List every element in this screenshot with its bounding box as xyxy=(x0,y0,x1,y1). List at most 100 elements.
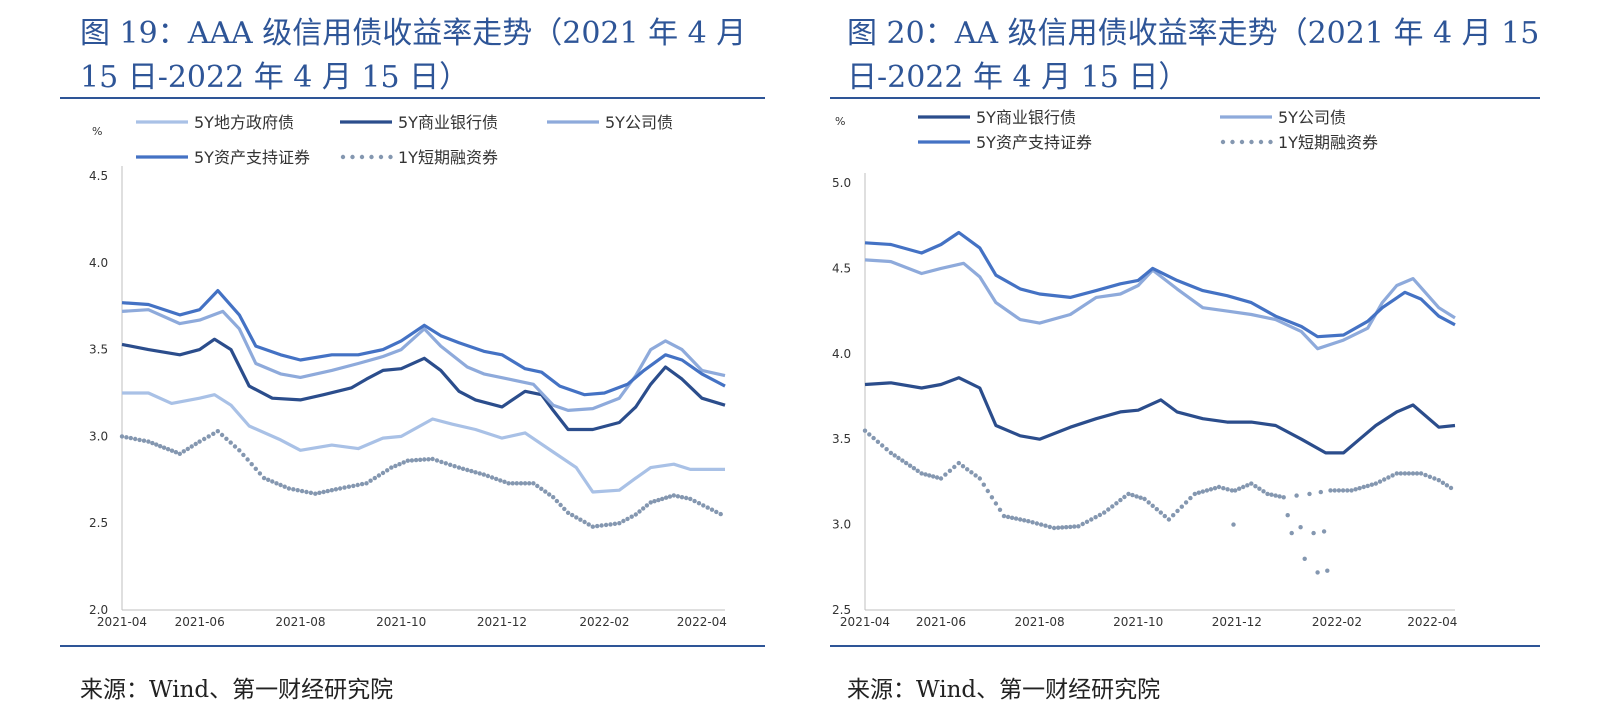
data-point xyxy=(498,478,503,483)
data-point xyxy=(1072,524,1077,529)
y-tick-label: 3.0 xyxy=(832,518,851,532)
data-point xyxy=(1118,497,1123,503)
data-point xyxy=(1134,494,1139,499)
data-point xyxy=(197,439,202,444)
data-point xyxy=(667,494,673,499)
data-point xyxy=(177,451,182,456)
data-point xyxy=(709,507,715,512)
data-point xyxy=(989,495,995,500)
data-point xyxy=(1298,525,1303,530)
data-point xyxy=(1196,490,1201,495)
data-point xyxy=(1398,471,1403,476)
data-point xyxy=(299,488,305,494)
data-point xyxy=(915,468,920,473)
data-point xyxy=(1076,524,1081,529)
data-point xyxy=(393,463,398,469)
data-point xyxy=(1269,492,1274,497)
data-point xyxy=(154,442,159,447)
data-point xyxy=(1047,524,1052,530)
data-point xyxy=(1208,487,1214,492)
data-point xyxy=(539,486,544,491)
y-tick-label: 3.5 xyxy=(832,432,851,446)
data-point xyxy=(380,470,386,476)
chart-aa: % 2.5 3.0 3.5 4.0 4.5 5.0 2021-04 2021-06 2021-08… xyxy=(832,108,1457,629)
title-rule xyxy=(830,97,1540,99)
data-point xyxy=(612,521,618,526)
data-point xyxy=(965,467,970,472)
data-point xyxy=(278,482,283,488)
data-point xyxy=(1162,513,1167,519)
data-point xyxy=(1369,482,1374,487)
data-point xyxy=(1171,513,1176,518)
source-rule xyxy=(60,645,765,647)
data-point xyxy=(1390,473,1395,478)
data-point xyxy=(124,435,129,440)
series-bank xyxy=(121,337,726,432)
data-point xyxy=(1022,518,1027,523)
data-point xyxy=(510,481,515,486)
source-note: 来源：Wind、第一财经研究院 xyxy=(80,677,394,703)
data-point xyxy=(228,440,233,445)
legend-swatch xyxy=(1230,139,1235,145)
data-point xyxy=(911,466,917,471)
data-point xyxy=(1200,489,1205,494)
data-point xyxy=(1068,524,1073,530)
figure-title: 图 19：AAA 级信用债收益率走势（2021 年 4 月 15 日-2022 … xyxy=(80,16,747,95)
series-line xyxy=(864,376,1456,455)
data-point xyxy=(1245,483,1250,488)
legend-swatch xyxy=(1268,139,1273,145)
data-point xyxy=(1192,491,1197,497)
legend-label: 5Y公司债 xyxy=(605,113,673,132)
data-point xyxy=(325,488,330,494)
data-point xyxy=(904,460,909,466)
x-tick-label: 2022-02 xyxy=(1312,615,1362,629)
data-point xyxy=(1427,474,1433,479)
x-tick-label: 2021-12 xyxy=(477,615,527,629)
data-point xyxy=(637,509,642,514)
data-point xyxy=(165,447,171,452)
data-point xyxy=(1154,507,1159,512)
data-point xyxy=(456,465,462,470)
data-point xyxy=(907,463,913,468)
data-point xyxy=(333,487,339,492)
data-point xyxy=(871,435,876,441)
series-line xyxy=(864,230,1456,339)
data-point xyxy=(578,517,583,522)
data-point xyxy=(977,476,982,481)
data-point xyxy=(1005,514,1011,520)
legend-swatch xyxy=(1220,139,1226,145)
data-point xyxy=(308,490,314,495)
data-point xyxy=(1311,530,1316,536)
data-point xyxy=(282,484,287,489)
figure-title: 图 20：AA 级信用债收益率走势（2021 年 4 月 15 日-2022 年… xyxy=(847,16,1540,95)
data-point xyxy=(224,436,229,441)
data-point xyxy=(286,486,292,491)
data-point xyxy=(543,489,548,494)
data-point xyxy=(867,432,872,437)
data-point xyxy=(1373,481,1378,486)
data-point xyxy=(1089,517,1094,522)
data-point xyxy=(1307,491,1312,497)
y-tick-label: 3.0 xyxy=(89,429,108,443)
series-cp xyxy=(119,429,723,529)
data-point xyxy=(1034,521,1040,526)
data-point xyxy=(692,498,697,504)
data-point xyxy=(1084,519,1090,524)
data-point xyxy=(919,471,924,476)
data-point xyxy=(261,475,267,481)
legend-swatch xyxy=(1239,139,1245,145)
data-point xyxy=(1402,471,1408,476)
data-point xyxy=(1030,520,1035,525)
x-tick-label: 2021-06 xyxy=(916,615,966,629)
data-point xyxy=(426,457,431,462)
data-point xyxy=(385,468,390,473)
data-point xyxy=(1175,508,1180,514)
data-point xyxy=(1277,494,1282,499)
data-point xyxy=(608,522,613,527)
data-point xyxy=(1448,485,1454,491)
x-tick-label: 2021-10 xyxy=(376,615,426,629)
data-point xyxy=(1204,488,1210,493)
data-point xyxy=(1325,568,1330,573)
data-point xyxy=(485,473,491,479)
data-point xyxy=(1018,517,1023,522)
